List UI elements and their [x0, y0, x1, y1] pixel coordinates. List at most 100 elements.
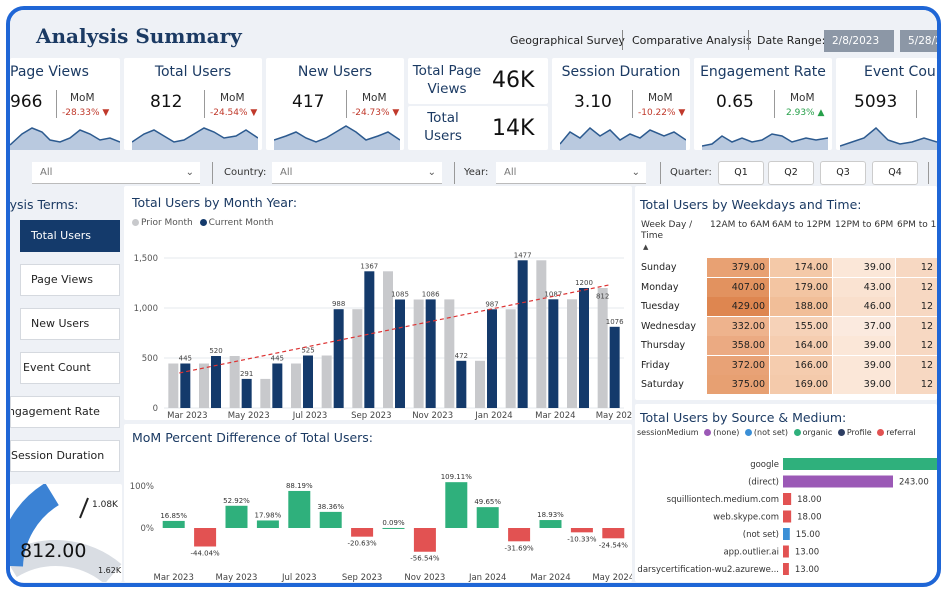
heatmap-table: Week Day / Time ▲ 12AM to 6AM 6AM to 12P… [635, 218, 937, 398]
term-button-session-duration[interactable]: Session Duration [10, 440, 120, 472]
legend-title: sessionMedium [637, 428, 699, 437]
divider [204, 90, 205, 118]
bar-current [241, 378, 252, 408]
quarter-label: Quarter: [670, 167, 712, 178]
legend-none: (none) [713, 428, 740, 437]
monthly-users-title: Total Users by Month Year: [132, 195, 298, 210]
value-label: 243.00 [899, 478, 929, 488]
divider [774, 90, 775, 118]
quarter-q1-button[interactable]: Q1 [718, 161, 764, 185]
data-label: 445 [179, 355, 192, 363]
date-end-input[interactable]: 5/28/2 [900, 30, 937, 52]
dropdown-value: All [504, 167, 517, 178]
heatmap-cell: 46.00 [833, 297, 895, 316]
bar-current [517, 260, 528, 408]
divider [212, 162, 213, 184]
divider [660, 162, 661, 184]
x-tick-label: May 2023 [228, 411, 270, 420]
heatmap-cell: 43.00 [833, 277, 895, 297]
heatmap-cell: 155.00 [770, 316, 832, 336]
bar-current [609, 326, 620, 408]
sort-arrow-icon: ▲ [643, 243, 649, 251]
data-label: 445 [271, 355, 284, 363]
kpi-title: Engagement Rate [700, 64, 826, 80]
bar-current [487, 309, 497, 408]
term-button-total-users[interactable]: Total Users [20, 220, 120, 252]
heatmap-header-col: 12PM to 6PM [835, 220, 894, 230]
heatmap-header-col: 6PM to 12 [897, 220, 941, 230]
chevron-down-icon: ⌄ [427, 167, 436, 178]
heatmap-header-col: 6AM to 12PM [772, 220, 832, 230]
heatmap-cell: 188.00 [770, 297, 832, 316]
heatmap-row-label: Wednesday [641, 320, 697, 332]
bar-current [303, 355, 313, 408]
category-label: google [750, 460, 779, 470]
data-label: 38.36% [317, 503, 344, 511]
dropdown-value: All [280, 167, 293, 178]
first-filter-dropdown[interactable]: All ⌄ [32, 162, 200, 184]
source-bar [783, 545, 789, 558]
year-label: Year: [464, 167, 489, 178]
bar-prior [475, 360, 485, 408]
gauge-chart [10, 484, 122, 582]
year-dropdown[interactable]: All ⌄ [496, 162, 646, 184]
value-label: 18.00 [797, 495, 821, 505]
sparkline [10, 127, 120, 150]
heatmap-cell: 372.00 [707, 355, 769, 375]
term-button-new-users[interactable]: New Users [20, 308, 120, 340]
x-tick-label: Nov 2023 [412, 411, 453, 420]
heatmap-row-label: Sunday [641, 262, 677, 273]
bar-current [211, 356, 221, 408]
bar-prior [168, 363, 179, 408]
data-label: 17.98% [255, 511, 282, 519]
legend-dot [704, 429, 712, 436]
x-tick-label: Jan 2024 [468, 573, 506, 582]
kpi-title: Total Users [424, 110, 462, 144]
heatmap-title: Total Users by Weekdays and Time: [640, 197, 862, 212]
data-label: 88.19% [286, 482, 313, 490]
bar-current [456, 360, 467, 408]
mom-bar [256, 520, 279, 528]
mom-bar [351, 528, 374, 537]
quarter-q2-button[interactable]: Q2 [768, 161, 814, 185]
kpi-value: 14K [492, 116, 535, 141]
heatmap-cell: 166.00 [770, 355, 832, 375]
kpi-card-total-page-views: Total Page Views 46K [408, 58, 548, 104]
country-dropdown[interactable]: All ⌄ [272, 162, 442, 184]
gauge-target [79, 497, 89, 519]
sparkline [840, 126, 937, 150]
monthly-users-chart: 0 500 1,000 1,500 445 520 291 445 525 988 1367 1085… [134, 251, 632, 420]
quarter-q3-button[interactable]: Q3 [820, 161, 866, 185]
date-start-input[interactable]: 2/8/2023 [824, 30, 894, 52]
term-button-event-count[interactable]: Event Count [20, 352, 120, 384]
source-bar [783, 563, 789, 575]
data-label: 52.92% [223, 497, 250, 505]
x-tick-label: May 2024 [596, 411, 632, 420]
term-button-page-views[interactable]: Page Views [20, 264, 120, 296]
mom-bar [225, 505, 248, 528]
comparative-analysis-link[interactable]: Comparative Analysis [632, 34, 752, 47]
x-tick-label: Mar 2023 [167, 411, 207, 420]
source-bar [783, 493, 792, 505]
bar-prior [229, 356, 240, 408]
y-tick-label: 1,500 [134, 254, 158, 264]
chevron-down-icon: ⌄ [631, 167, 640, 178]
bar-current [333, 309, 344, 408]
divider [454, 162, 455, 184]
bar-current [272, 363, 283, 408]
bar-prior [413, 299, 424, 408]
data-label: -31.69% [504, 544, 534, 552]
value-label: 15.00 [796, 530, 820, 540]
country-label: Country: [224, 167, 267, 178]
data-label: -20.63% [347, 540, 377, 548]
term-button-engagement-rate[interactable]: Engagement Rate [10, 396, 120, 428]
data-label: 1367 [360, 262, 378, 270]
heatmap-cell: 12 [896, 355, 937, 375]
geographical-survey-link[interactable]: Geographical Survey [510, 34, 625, 47]
mom-bar [162, 520, 185, 528]
divider [748, 30, 749, 50]
quarter-q4-button[interactable]: Q4 [872, 161, 918, 185]
heatmap-cell: 37.00 [833, 316, 895, 336]
data-label: 1086 [422, 290, 440, 298]
bar-prior [505, 309, 516, 408]
